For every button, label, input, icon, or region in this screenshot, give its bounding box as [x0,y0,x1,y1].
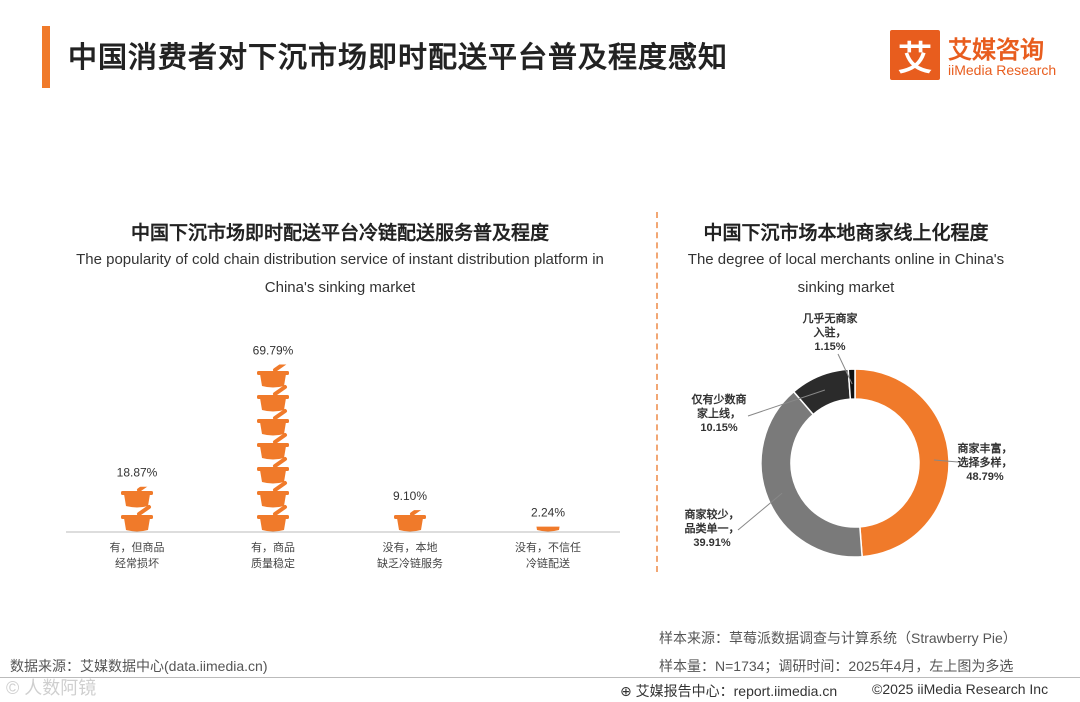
bar-value-label: 2.24% [531,506,565,520]
bar-value-label: 9.10% [393,489,427,503]
bar-icons [394,510,426,532]
logo-name-cn: 艾媒咨询 [948,36,1044,64]
pot-icon [394,510,426,532]
category-label: 有，但商品 [110,540,165,554]
iimedia-logo: 艾 艾媒咨询 iiMedia Research [890,30,1070,86]
left-chart-subtitle-line1: The popularity of cold chain distributio… [76,251,604,268]
donut-slice-2: 商家较少，品类单一， 39.91% [685,390,863,558]
category-label: 质量稳定 [251,556,295,570]
leader-line [737,492,783,531]
leader-line [933,459,959,463]
pot-icon [257,457,289,484]
pot-icon [536,526,560,532]
left-chart-subtitle-line2: China's sinking market [264,279,416,296]
category-label: 有，商品 [251,540,295,554]
leader-line [747,389,826,417]
slice-arc [760,390,863,558]
pot-icon [257,505,289,532]
right-chart-subtitle-line2: sinking market [797,279,895,296]
logo-mark: 艾 [890,30,940,80]
globe-icon: ⊕ [620,683,636,699]
pot-icon [257,364,289,388]
report-site-text: 艾媒报告中心：report.iimedia.cn [635,683,838,699]
left-chart-title: 中国下沉市场即时配送平台冷链配送服务普及程度 [130,222,549,244]
bar-value-label: 69.79% [253,344,294,358]
slice-label: 几乎无商家 [803,311,859,325]
footer-divider [0,677,1080,678]
pot-icon [257,385,289,412]
bar-icons [257,364,289,532]
right-chart-subtitle-line1: The degree of local merchants online in … [687,251,1005,268]
category-label: 没有，本地 [383,540,438,554]
slice-value-label: 39.91% [693,537,731,549]
slice-label: 商家丰富， [958,441,1013,455]
copyright: ©2025 iiMedia Research Inc [872,681,1049,697]
page-title: 中国消费者对下沉市场即时配送平台普及程度感知 [68,40,729,74]
pot-icon [121,505,153,532]
bar-value-label: 18.87% [117,466,158,480]
watermark: © 人数阿镜 [6,678,97,698]
right-chart-title: 中国下沉市场本地商家线上化程度 [703,222,989,244]
slice-label: 入驻， [814,325,847,339]
slice-value-label: 10.15% [700,422,738,434]
slice-label: 选择多样， [958,455,1013,469]
pot-icon [121,486,153,508]
leader-line [837,353,853,385]
pot-icon [257,433,289,460]
slice-value-label: 48.79% [966,471,1004,483]
slice-label: 家上线， [697,406,741,420]
category-label: 经常损坏 [115,556,159,570]
slice-label: 仅有少数商 [691,392,747,406]
slice-value-label: 1.15% [814,341,845,353]
slice-label: 商家较少， [685,507,740,521]
category-label: 缺乏冷链服务 [377,556,443,570]
report-site-link[interactable]: ⊕ 艾媒报告中心：report.iimedia.cn [620,681,837,701]
slice-arc [854,368,950,558]
donut-chart: 商家丰富，选择多样， 48.79% 商家较少，品类单一， 39.91% 仅有少数商家上线… [685,311,1013,558]
left-chart-subtitle: The popularity of cold chain distributio… [30,246,650,302]
bar-icons [536,526,560,532]
slice-label: 品类单一， [685,521,740,535]
pot-icon [257,409,289,436]
title-accent-bar [42,26,50,88]
sample-size: 样本量：N=1734；调研时间：2025年4月，左上图为多选 [659,658,1014,674]
bar-icons [121,486,153,532]
donut-slice-1: 商家丰富，选择多样， 48.79% [854,368,1013,558]
logo-name-en: iiMedia Research [948,62,1057,78]
right-chart-subtitle: The degree of local merchants online in … [666,246,1026,302]
slice-arc [847,368,856,400]
category-label: 冷链配送 [526,556,570,570]
data-source: 数据来源：艾媒数据中心(data.iimedia.cn) [10,658,268,674]
pot-icon [257,481,289,508]
chart-divider [656,212,658,572]
category-label: 没有，不信任 [515,540,581,554]
sample-source: 样本来源：草莓派数据调查与计算系统（Strawberry Pie） [659,630,1017,646]
